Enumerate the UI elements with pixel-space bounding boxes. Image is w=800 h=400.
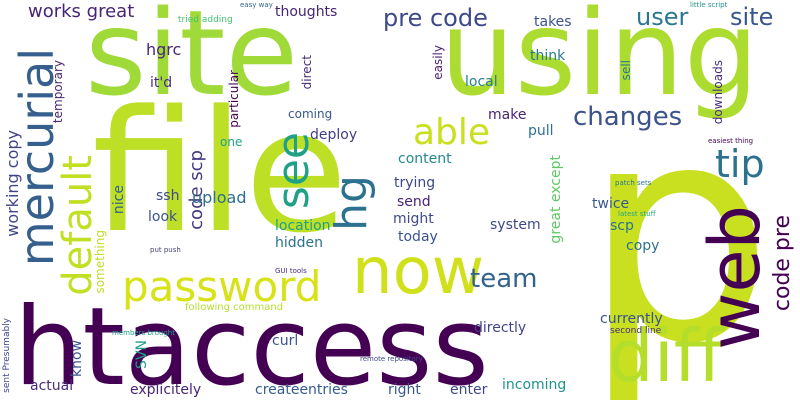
- cloud-word: see: [268, 132, 319, 210]
- cloud-word: curl: [272, 333, 299, 349]
- cloud-word: site: [730, 3, 774, 31]
- cloud-word: htaccess: [14, 285, 489, 400]
- cloud-word: changes: [573, 102, 683, 132]
- cloud-word: now: [352, 235, 485, 309]
- cloud-word: default: [55, 155, 101, 296]
- cloud-word: pull: [528, 123, 554, 139]
- cloud-word: easily: [431, 45, 445, 80]
- cloud-word: right: [388, 382, 421, 398]
- cloud-word: think: [530, 48, 566, 64]
- cloud-word: send: [397, 194, 431, 210]
- cloud-word: look: [148, 209, 178, 225]
- cloud-word: takes: [534, 14, 572, 30]
- cloud-word: user: [636, 3, 689, 31]
- cloud-word: great except: [548, 155, 564, 244]
- cloud-word: upload: [192, 188, 247, 207]
- cloud-word: second line: [610, 326, 662, 336]
- cloud-word: copy: [626, 238, 660, 254]
- cloud-word: coming: [288, 107, 333, 121]
- cloud-word: explicitely: [130, 382, 202, 398]
- cloud-word: today: [398, 229, 438, 245]
- cloud-word: sell: [619, 60, 633, 81]
- cloud-word: system: [490, 217, 541, 233]
- cloud-word: SVN: [134, 340, 150, 369]
- cloud-word: put push: [150, 246, 181, 254]
- cloud-word: using: [440, 0, 759, 122]
- cloud-word: currently: [600, 311, 663, 327]
- cloud-word: members brought: [112, 329, 175, 337]
- cloud-word: site: [85, 0, 299, 122]
- cloud-word: p: [583, 60, 774, 400]
- cloud-word: hidden: [275, 235, 324, 251]
- cloud-word: incoming: [502, 377, 567, 393]
- cloud-word: thoughts: [275, 4, 338, 20]
- cloud-word: working copy: [3, 130, 22, 237]
- cloud-word: following command: [185, 302, 284, 313]
- cloud-word: web: [694, 205, 776, 350]
- cloud-word: patch sets: [615, 179, 652, 187]
- cloud-word: remote repository: [360, 355, 423, 363]
- cloud-word: GUI tools: [275, 267, 307, 275]
- cloud-word: local: [465, 74, 498, 90]
- cloud-word: particular: [227, 70, 241, 128]
- cloud-word: trying: [394, 175, 436, 191]
- cloud-word: actual: [30, 378, 74, 394]
- cloud-word: sent Presumably: [2, 318, 12, 393]
- cloud-word: enter: [450, 382, 488, 398]
- cloud-word: hgrc: [146, 40, 182, 59]
- cloud-word: password: [122, 262, 322, 311]
- cloud-word: twice: [592, 196, 630, 212]
- cloud-word: able: [413, 112, 491, 153]
- cloud-word: easiest thing: [708, 137, 754, 145]
- cloud-word: ssh: [156, 188, 180, 204]
- cloud-word: something: [93, 230, 107, 294]
- cloud-word: direct: [300, 55, 314, 90]
- cloud-word: pre code: [383, 4, 488, 32]
- cloud-word: hg: [326, 175, 377, 231]
- cloud-word: know: [69, 340, 85, 377]
- cloud-word: downloads: [711, 60, 725, 125]
- cloud-word: easy way: [240, 1, 273, 9]
- cloud-word: tip: [715, 142, 765, 186]
- cloud-word: one: [220, 135, 243, 149]
- cloud-word: scp: [610, 218, 634, 234]
- cloud-word: file: [92, 74, 348, 270]
- cloud-word: diff: [608, 314, 724, 398]
- cloud-word: make: [488, 107, 527, 123]
- cloud-word: deploy: [310, 127, 358, 143]
- cloud-word: works great: [28, 1, 135, 22]
- cloud-word: temporary: [51, 60, 65, 124]
- cloud-word: latest stuff: [618, 210, 656, 218]
- cloud-word: tried adding: [178, 15, 233, 25]
- cloud-word: content: [398, 151, 452, 167]
- cloud-word: directly: [474, 320, 527, 336]
- cloud-word: it'd: [150, 75, 173, 91]
- cloud-word: code pre: [770, 215, 795, 312]
- cloud-word: little script: [690, 1, 728, 9]
- cloud-word: nice: [111, 185, 127, 215]
- cloud-word: team: [470, 264, 538, 294]
- cloud-word: location: [275, 218, 331, 234]
- cloud-word: might: [393, 211, 434, 227]
- cloud-word: createentries: [255, 382, 348, 398]
